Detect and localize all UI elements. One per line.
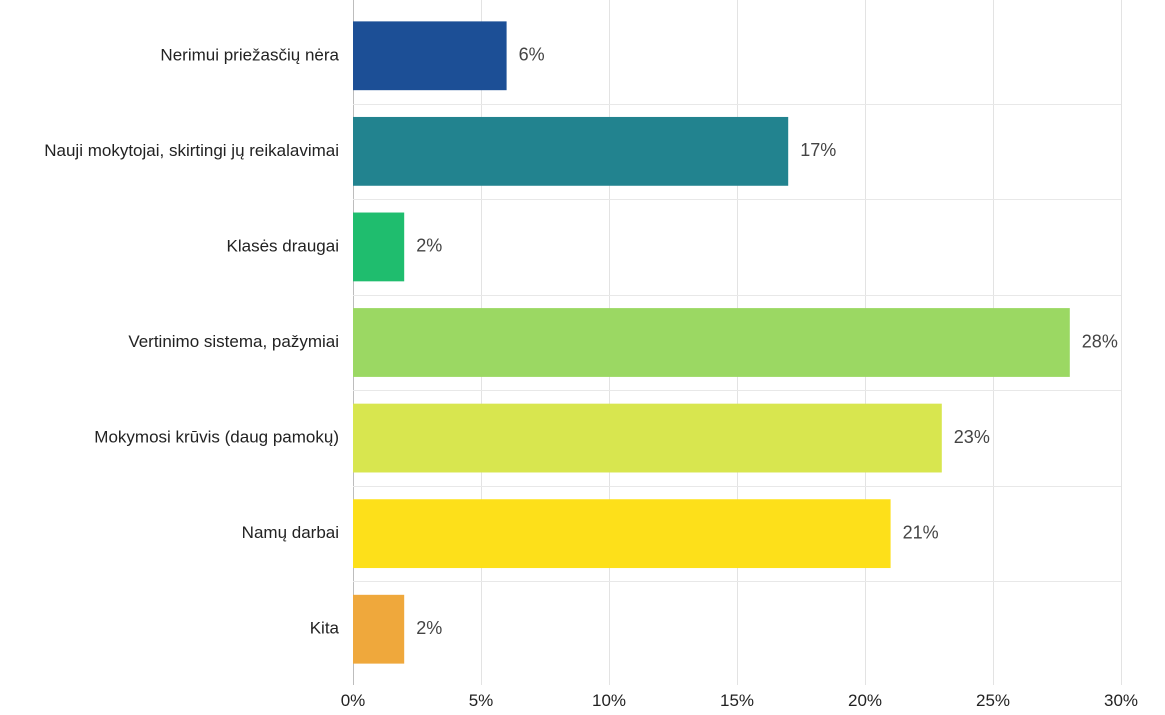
value-label: 2% — [416, 618, 442, 638]
category-label: Mokymosi krūvis (daug pamokų) — [94, 428, 339, 447]
bar — [353, 403, 942, 473]
value-labels: 6% 17% 2% 28% 23% 21% 2% — [416, 45, 1118, 638]
x-tick-label: 30% — [1104, 691, 1138, 710]
category-label: Nerimui priežasčių nėra — [160, 45, 339, 64]
value-label: 2% — [416, 236, 442, 256]
x-axis-ticks: 0% 5% 10% 15% 20% 25% 30% — [341, 691, 1138, 710]
value-label: 6% — [519, 45, 545, 65]
category-label: Vertinimo sistema, pažymiai — [128, 332, 339, 351]
category-label: Klasės draugai — [227, 236, 339, 255]
category-labels: Nerimui priežasčių nėra Nauji mokytojai, … — [44, 45, 339, 637]
x-tick-label: 20% — [848, 691, 882, 710]
bar — [353, 212, 405, 282]
bar — [353, 594, 405, 664]
bar — [353, 116, 789, 186]
value-label: 17% — [800, 140, 836, 160]
value-label: 23% — [954, 427, 990, 447]
x-tick-label: 15% — [720, 691, 754, 710]
bar — [353, 21, 507, 91]
category-label: Nauji mokytojai, skirtingi jų reikalavim… — [44, 141, 339, 160]
x-tick-label: 0% — [341, 691, 366, 710]
bars — [353, 21, 1070, 664]
x-tick-label: 25% — [976, 691, 1010, 710]
value-label: 21% — [903, 522, 939, 542]
bar — [353, 308, 1070, 377]
x-tick-label: 10% — [592, 691, 626, 710]
category-label: Namų darbai — [242, 523, 339, 542]
category-label: Kita — [310, 619, 340, 638]
bar — [353, 499, 891, 569]
value-label: 28% — [1082, 331, 1118, 351]
x-tick-label: 5% — [469, 691, 494, 710]
